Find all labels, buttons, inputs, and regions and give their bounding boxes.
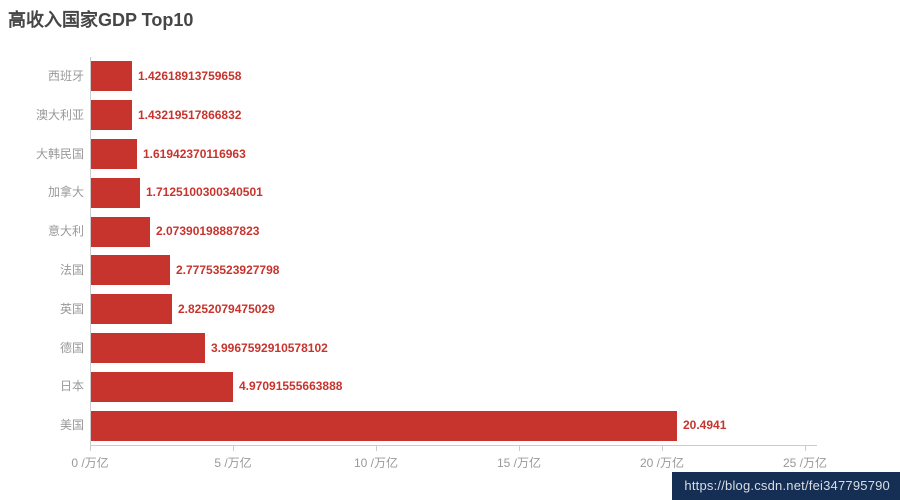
bar (91, 177, 140, 208)
x-tick-label: 20 /万亿 (639, 456, 685, 470)
bar (91, 255, 170, 286)
category-label: 大韩民国 (35, 146, 84, 161)
x-tick-mark (805, 446, 806, 451)
value-label: 1.43219517866832 (138, 107, 242, 122)
value-label: 1.61942370116963 (143, 146, 246, 161)
value-label: 1.7125100300340501 (146, 185, 263, 200)
value-label: 3.9967592910578102 (211, 340, 328, 355)
value-label: 4.97091555663888 (239, 379, 343, 394)
category-label: 澳大利亚 (35, 107, 84, 122)
y-axis-line (90, 57, 91, 445)
bar (91, 410, 677, 441)
value-label: 1.42618913759658 (138, 69, 242, 83)
value-label: 2.8252079475029 (178, 301, 275, 316)
value-label: 2.07390198887823 (156, 224, 260, 239)
x-tick-mark (519, 446, 520, 451)
category-label: 日本 (59, 379, 84, 394)
value-label: 20.4941 (683, 418, 727, 433)
category-label: 美国 (59, 418, 84, 433)
category-label: 法国 (59, 263, 84, 277)
x-tick-label: 15 /万亿 (496, 456, 542, 470)
x-tick-label: 25 /万亿 (782, 456, 828, 470)
bar (91, 333, 205, 363)
category-label: 德国 (59, 340, 84, 355)
bar (91, 371, 233, 402)
bar (91, 61, 132, 92)
x-tick-label: 5 /万亿 (214, 456, 252, 470)
category-label: 英国 (59, 301, 84, 316)
bar (91, 100, 132, 131)
x-axis-line (90, 445, 817, 446)
chart-title: 高收入国家GDP Top10 (8, 10, 194, 30)
x-tick-mark (376, 446, 377, 451)
watermark: https://blog.csdn.net/fei347795790 (672, 472, 900, 500)
bar (91, 139, 137, 169)
bar (91, 216, 150, 247)
bar (91, 294, 172, 325)
category-label: 加拿大 (47, 185, 84, 200)
value-label: 2.77753523927798 (176, 263, 280, 277)
x-tick-mark (662, 446, 663, 451)
x-tick-mark (233, 446, 234, 451)
x-tick-mark (90, 446, 91, 451)
category-label: 西班牙 (47, 69, 84, 83)
category-label: 意大利 (47, 224, 84, 239)
x-tick-label: 10 /万亿 (353, 456, 399, 470)
x-tick-label: 0 /万亿 (71, 456, 109, 470)
